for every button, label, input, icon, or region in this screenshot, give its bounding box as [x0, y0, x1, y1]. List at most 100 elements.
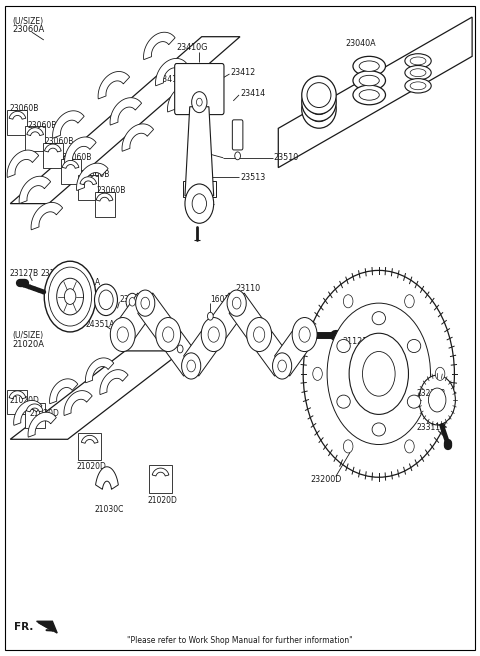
Text: FR.: FR.	[14, 621, 34, 632]
Text: (U/SIZE): (U/SIZE)	[12, 17, 44, 26]
Polygon shape	[115, 293, 153, 344]
Ellipse shape	[359, 90, 379, 100]
Ellipse shape	[372, 423, 385, 436]
Text: 23125: 23125	[120, 295, 144, 304]
Circle shape	[292, 318, 317, 352]
Bar	[149, 466, 172, 493]
Circle shape	[232, 297, 241, 309]
Polygon shape	[96, 193, 113, 201]
Polygon shape	[26, 404, 43, 412]
Circle shape	[235, 152, 240, 160]
Circle shape	[327, 303, 431, 445]
Circle shape	[343, 440, 353, 453]
Polygon shape	[184, 325, 221, 376]
Polygon shape	[85, 358, 114, 383]
Polygon shape	[96, 467, 119, 489]
Text: 23060B: 23060B	[9, 104, 39, 113]
Polygon shape	[49, 379, 78, 404]
Text: 23127B: 23127B	[9, 269, 38, 278]
Ellipse shape	[302, 83, 336, 121]
Ellipse shape	[126, 293, 139, 310]
Circle shape	[163, 327, 174, 342]
Ellipse shape	[44, 261, 96, 332]
Text: 23124B: 23124B	[40, 269, 70, 278]
FancyBboxPatch shape	[175, 64, 224, 115]
Ellipse shape	[353, 71, 385, 91]
Bar	[60, 159, 81, 184]
Circle shape	[117, 327, 128, 342]
Circle shape	[435, 367, 445, 380]
Circle shape	[313, 367, 323, 380]
Circle shape	[253, 327, 265, 342]
Circle shape	[64, 289, 76, 304]
Polygon shape	[10, 351, 182, 440]
Ellipse shape	[337, 395, 350, 408]
Text: 23226B: 23226B	[416, 389, 445, 398]
Ellipse shape	[353, 56, 385, 76]
Bar	[183, 180, 216, 197]
Circle shape	[362, 352, 395, 396]
Circle shape	[196, 98, 202, 106]
Circle shape	[177, 345, 183, 353]
Circle shape	[299, 327, 310, 342]
Polygon shape	[144, 32, 175, 60]
Polygon shape	[53, 111, 84, 138]
Polygon shape	[14, 400, 42, 425]
Bar	[24, 403, 45, 428]
Polygon shape	[64, 390, 92, 415]
Circle shape	[185, 184, 214, 223]
Circle shape	[278, 360, 287, 372]
Circle shape	[192, 92, 207, 113]
Ellipse shape	[405, 54, 431, 68]
Polygon shape	[80, 176, 96, 185]
Polygon shape	[28, 412, 56, 437]
Polygon shape	[36, 621, 57, 633]
Circle shape	[227, 290, 246, 316]
Text: 21020D: 21020D	[148, 496, 178, 504]
Text: 23410G: 23410G	[177, 43, 208, 52]
Text: 23122A: 23122A	[58, 310, 87, 319]
Circle shape	[136, 290, 155, 316]
Bar	[7, 110, 27, 135]
Ellipse shape	[307, 97, 331, 121]
Text: 23060B: 23060B	[27, 121, 56, 130]
Circle shape	[247, 318, 272, 352]
Polygon shape	[31, 203, 62, 230]
Text: 23060B: 23060B	[62, 154, 92, 162]
Polygon shape	[98, 72, 130, 99]
Ellipse shape	[410, 82, 426, 90]
Ellipse shape	[353, 85, 385, 105]
Polygon shape	[45, 144, 61, 152]
Bar	[43, 143, 63, 168]
Polygon shape	[206, 293, 244, 345]
Circle shape	[141, 297, 150, 309]
Polygon shape	[65, 137, 96, 165]
Text: 23311B: 23311B	[416, 423, 445, 432]
Polygon shape	[275, 325, 312, 376]
Text: 21020D: 21020D	[29, 409, 60, 418]
Circle shape	[156, 318, 180, 352]
Text: 23060B: 23060B	[45, 137, 74, 146]
Polygon shape	[122, 124, 154, 152]
Circle shape	[208, 327, 219, 342]
Ellipse shape	[408, 339, 421, 352]
Text: 23040A: 23040A	[345, 39, 376, 48]
Text: 23121A: 23121A	[72, 277, 101, 287]
Bar	[78, 175, 98, 200]
Polygon shape	[138, 293, 176, 345]
Polygon shape	[62, 161, 79, 169]
Ellipse shape	[359, 61, 379, 72]
Polygon shape	[82, 436, 98, 443]
Ellipse shape	[372, 312, 385, 325]
Circle shape	[419, 375, 456, 425]
Ellipse shape	[307, 90, 331, 115]
Text: "Please refer to Work Shop Manual for further information": "Please refer to Work Shop Manual for fu…	[127, 636, 353, 646]
Polygon shape	[156, 58, 187, 86]
Circle shape	[405, 295, 414, 308]
Circle shape	[187, 360, 195, 372]
Circle shape	[201, 318, 226, 352]
Circle shape	[110, 318, 135, 352]
Circle shape	[192, 194, 206, 213]
Text: (U/SIZE): (U/SIZE)	[12, 331, 44, 340]
Circle shape	[343, 295, 353, 308]
